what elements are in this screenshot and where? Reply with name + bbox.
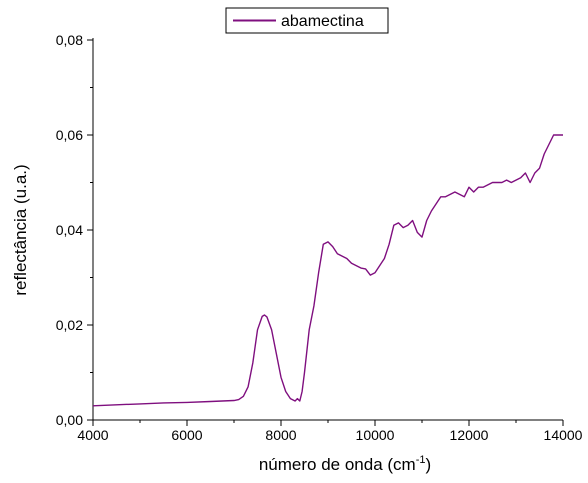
x-tick-label: 6000 xyxy=(171,427,202,443)
y-tick-label: 0,06 xyxy=(56,127,83,143)
x-axis-title-close: ) xyxy=(425,455,431,474)
x-axis-title-sup: -1 xyxy=(416,454,426,466)
x-tick-label: 14000 xyxy=(544,427,583,443)
x-tick-label: 12000 xyxy=(450,427,489,443)
x-tick-label: 4000 xyxy=(77,427,108,443)
legend: abamectina xyxy=(225,7,389,34)
x-axis-title-main: número de onda (cm xyxy=(259,455,416,474)
y-axis: 0,00 0,02 0,04 0,06 0,08 xyxy=(56,32,93,428)
x-axis: 4000 6000 8000 10000 12000 14000 xyxy=(77,420,583,443)
x-axis-title: número de onda (cm-1) xyxy=(259,454,431,474)
series-line-abamectina xyxy=(92,134,563,407)
x-tick-label: 10000 xyxy=(356,427,395,443)
plot-frame xyxy=(92,38,563,421)
legend-label-abamectina: abamectina xyxy=(281,13,364,30)
x-tick-label: 8000 xyxy=(265,427,296,443)
series-layer xyxy=(92,134,563,407)
y-tick-label: 0,08 xyxy=(56,32,83,48)
y-tick-label: 0,00 xyxy=(56,412,83,428)
y-tick-label: 0,02 xyxy=(56,317,83,333)
y-axis-title: reflectância (u.a.) xyxy=(11,164,30,295)
y-tick-label: 0,04 xyxy=(56,222,83,238)
